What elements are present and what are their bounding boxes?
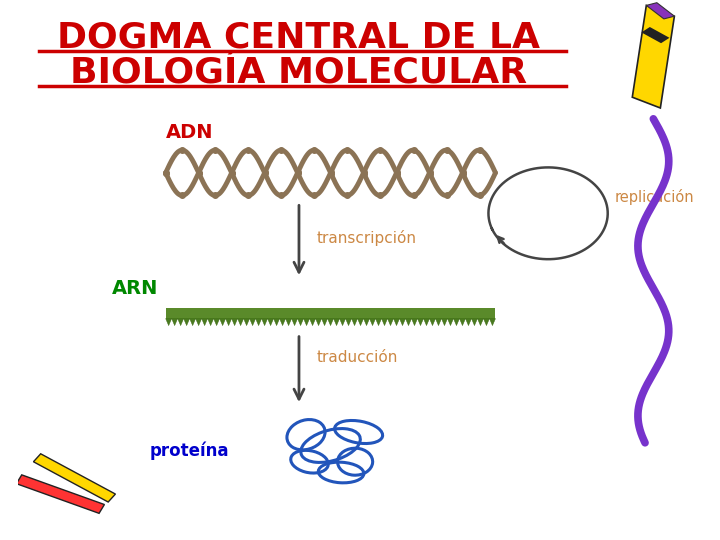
Polygon shape bbox=[279, 319, 286, 326]
Polygon shape bbox=[304, 319, 310, 326]
Polygon shape bbox=[376, 319, 382, 326]
Polygon shape bbox=[178, 319, 184, 326]
Polygon shape bbox=[436, 319, 441, 326]
Text: transcripción: transcripción bbox=[317, 230, 417, 246]
Polygon shape bbox=[292, 319, 297, 326]
Polygon shape bbox=[448, 319, 454, 326]
Polygon shape bbox=[472, 319, 477, 326]
Text: replicación: replicación bbox=[615, 189, 694, 205]
Polygon shape bbox=[196, 319, 202, 326]
Polygon shape bbox=[340, 319, 346, 326]
Polygon shape bbox=[412, 319, 418, 326]
Polygon shape bbox=[405, 319, 412, 326]
Polygon shape bbox=[382, 319, 387, 326]
Text: ARN: ARN bbox=[112, 279, 158, 299]
Polygon shape bbox=[207, 319, 214, 326]
Polygon shape bbox=[346, 319, 351, 326]
Polygon shape bbox=[490, 319, 495, 326]
Polygon shape bbox=[333, 319, 340, 326]
Polygon shape bbox=[400, 319, 405, 326]
Polygon shape bbox=[256, 319, 261, 326]
Polygon shape bbox=[184, 319, 189, 326]
Polygon shape bbox=[465, 319, 472, 326]
Polygon shape bbox=[441, 319, 448, 326]
Polygon shape bbox=[171, 319, 178, 326]
Polygon shape bbox=[243, 319, 250, 326]
Polygon shape bbox=[214, 319, 220, 326]
FancyBboxPatch shape bbox=[166, 308, 495, 319]
Polygon shape bbox=[483, 319, 490, 326]
Polygon shape bbox=[459, 319, 465, 326]
Polygon shape bbox=[369, 319, 376, 326]
Polygon shape bbox=[310, 319, 315, 326]
Polygon shape bbox=[268, 319, 274, 326]
Polygon shape bbox=[250, 319, 256, 326]
Polygon shape bbox=[17, 475, 104, 514]
Polygon shape bbox=[418, 319, 423, 326]
Polygon shape bbox=[394, 319, 400, 326]
Text: DOGMA CENTRAL DE LA: DOGMA CENTRAL DE LA bbox=[58, 21, 541, 55]
Polygon shape bbox=[220, 319, 225, 326]
Polygon shape bbox=[387, 319, 394, 326]
Polygon shape bbox=[166, 319, 171, 326]
Polygon shape bbox=[364, 319, 369, 326]
Polygon shape bbox=[189, 319, 196, 326]
Polygon shape bbox=[238, 319, 243, 326]
Polygon shape bbox=[261, 319, 268, 326]
Polygon shape bbox=[286, 319, 292, 326]
Polygon shape bbox=[33, 454, 115, 502]
Text: ADN: ADN bbox=[166, 123, 213, 142]
Polygon shape bbox=[225, 319, 232, 326]
Polygon shape bbox=[232, 319, 238, 326]
Polygon shape bbox=[358, 319, 364, 326]
Polygon shape bbox=[315, 319, 322, 326]
Polygon shape bbox=[297, 319, 304, 326]
Polygon shape bbox=[632, 5, 675, 108]
Polygon shape bbox=[642, 27, 670, 43]
Polygon shape bbox=[351, 319, 358, 326]
Text: proteína: proteína bbox=[149, 442, 229, 460]
Polygon shape bbox=[477, 319, 483, 326]
Text: BIOLOGÍA MOLECULAR: BIOLOGÍA MOLECULAR bbox=[71, 56, 528, 90]
Text: traducción: traducción bbox=[317, 350, 398, 365]
Polygon shape bbox=[328, 319, 333, 326]
Polygon shape bbox=[430, 319, 436, 326]
Polygon shape bbox=[647, 3, 675, 19]
Polygon shape bbox=[274, 319, 279, 326]
Polygon shape bbox=[423, 319, 430, 326]
Polygon shape bbox=[454, 319, 459, 326]
Polygon shape bbox=[322, 319, 328, 326]
Polygon shape bbox=[202, 319, 207, 326]
